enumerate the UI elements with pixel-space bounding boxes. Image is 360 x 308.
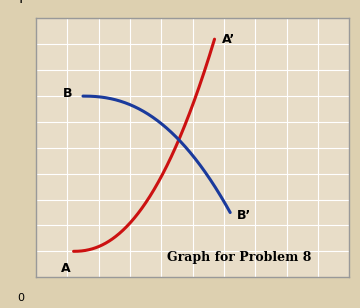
Text: Graph for Problem 8: Graph for Problem 8 [167,251,312,264]
Text: Y: Y [16,0,24,6]
Text: A’: A’ [222,33,235,46]
Text: 0: 0 [17,293,24,303]
Text: B: B [63,87,72,100]
Text: A: A [61,262,71,275]
Text: B’: B’ [237,209,251,222]
